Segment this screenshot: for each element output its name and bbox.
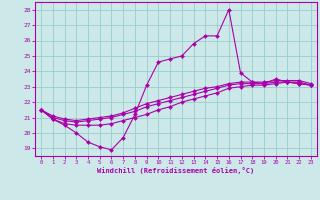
X-axis label: Windchill (Refroidissement éolien,°C): Windchill (Refroidissement éolien,°C) [97, 167, 255, 174]
